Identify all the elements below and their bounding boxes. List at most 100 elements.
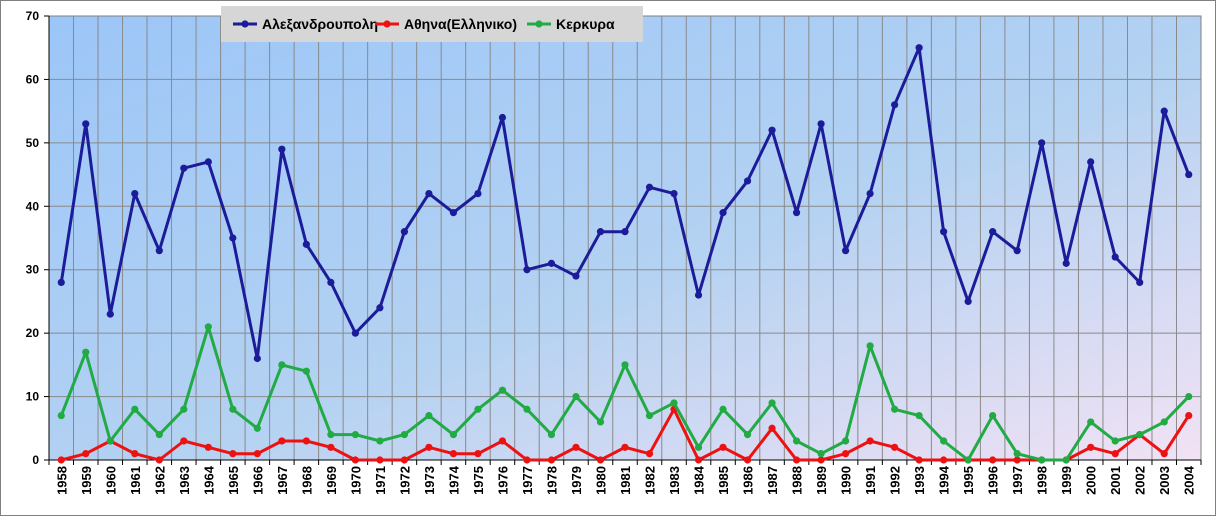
series-lines: [57, 44, 1193, 464]
data-point: [940, 456, 948, 464]
data-point: [106, 310, 114, 318]
data-point: [131, 190, 139, 198]
legend-label: Κερκυρα: [556, 16, 615, 32]
data-point: [572, 272, 580, 280]
y-tick-label: 70: [26, 9, 40, 23]
legend-item-3: Κερκυρα: [527, 16, 615, 32]
x-tick-label: 1997: [1010, 466, 1025, 495]
x-tick-label: 1959: [79, 466, 94, 495]
data-point: [82, 450, 90, 458]
x-tick-label: 1973: [422, 466, 437, 495]
data-point: [768, 399, 776, 407]
data-point: [523, 456, 531, 464]
data-point: [351, 431, 359, 439]
x-tick-label: 1978: [544, 466, 559, 495]
data-point: [645, 450, 654, 458]
data-point: [866, 190, 874, 198]
x-tick-label: 1963: [177, 466, 192, 495]
data-point: [547, 259, 556, 267]
data-point: [82, 348, 90, 356]
data-point: [645, 412, 654, 420]
data-point: [596, 228, 605, 236]
plot-area: [48, 15, 1202, 461]
data-point: [940, 437, 948, 445]
data-point: [792, 437, 801, 445]
legend-box: [221, 6, 643, 42]
data-point: [131, 405, 139, 413]
data-point: [302, 437, 310, 445]
data-point: [1013, 247, 1021, 255]
data-point: [204, 158, 212, 166]
x-tick-label: 1976: [495, 466, 510, 495]
data-point: [891, 405, 899, 413]
data-point: [474, 450, 482, 458]
legend-item-1: Αλεξανδρουπολη: [233, 16, 378, 32]
data-point: [229, 234, 237, 242]
x-tick-label: 1964: [201, 465, 216, 495]
data-point: [841, 450, 850, 458]
data-point: [1062, 259, 1070, 267]
x-tick-label: 1984: [692, 465, 707, 495]
data-point: [817, 450, 825, 458]
x-tick-label: 1988: [790, 466, 805, 495]
y-tick-label: 40: [26, 199, 40, 213]
data-point: [327, 443, 335, 451]
data-point: [425, 190, 433, 198]
data-point: [768, 126, 776, 134]
x-tick-label: 1975: [471, 466, 486, 495]
data-point: [1160, 107, 1168, 115]
x-tick-label: 1966: [250, 466, 265, 495]
data-point: [547, 431, 556, 439]
data-point: [792, 456, 801, 464]
x-tick-label: 1994: [937, 465, 952, 495]
x-tick-label: 1965: [226, 466, 241, 495]
x-tick-label: 1985: [716, 466, 731, 495]
series-1: [57, 44, 1193, 363]
data-point: [719, 443, 727, 451]
data-point: [743, 431, 752, 439]
axes: 0 10 20 30 40 50 60 70 1958 1959 1960 1961 1962 1963 1…: [26, 9, 1202, 495]
data-point: [841, 437, 850, 445]
y-tick-label: 50: [26, 136, 40, 150]
data-point: [866, 437, 874, 445]
data-point: [768, 424, 776, 432]
legend-marker: [383, 20, 391, 28]
legend-marker: [535, 20, 543, 28]
data-point: [1062, 456, 1070, 464]
x-tick-label: 2000: [1084, 466, 1099, 495]
x-tick-label: 1986: [741, 466, 756, 495]
data-point: [621, 361, 629, 369]
x-tick-label: 1979: [569, 466, 584, 495]
x-tick-label: 1977: [520, 466, 535, 495]
data-point: [743, 456, 752, 464]
data-point: [1087, 158, 1095, 166]
y-tick-label: 20: [26, 326, 40, 340]
data-point: [940, 228, 948, 236]
data-point: [523, 405, 531, 413]
data-point: [278, 145, 286, 153]
x-tick-label: 1981: [618, 466, 633, 495]
data-point: [1185, 392, 1193, 401]
x-tick-label: 1982: [643, 466, 658, 495]
data-point: [253, 424, 261, 432]
data-point: [915, 412, 923, 420]
x-tick-label: 1970: [348, 466, 363, 495]
data-point: [253, 354, 261, 363]
data-point: [204, 323, 212, 331]
x-tick-label: 1972: [397, 466, 412, 495]
data-point: [1160, 418, 1168, 426]
data-point: [572, 392, 580, 401]
data-point: [1013, 450, 1021, 458]
x-tick-label: 1992: [888, 466, 903, 495]
data-point: [621, 443, 629, 451]
legend-item-2: Αθηνα(Ελληνικο): [375, 16, 517, 32]
data-point: [57, 456, 65, 464]
x-tick-label: 1989: [814, 466, 829, 495]
data-point: [817, 456, 825, 464]
data-point: [891, 443, 899, 451]
data-point: [596, 456, 605, 464]
legend: Αλεξανδρουπολη Αθηνα(Ελληνικο) Κερκυρα: [221, 6, 643, 42]
x-tick-label: 1983: [667, 466, 682, 495]
data-point: [694, 456, 703, 464]
